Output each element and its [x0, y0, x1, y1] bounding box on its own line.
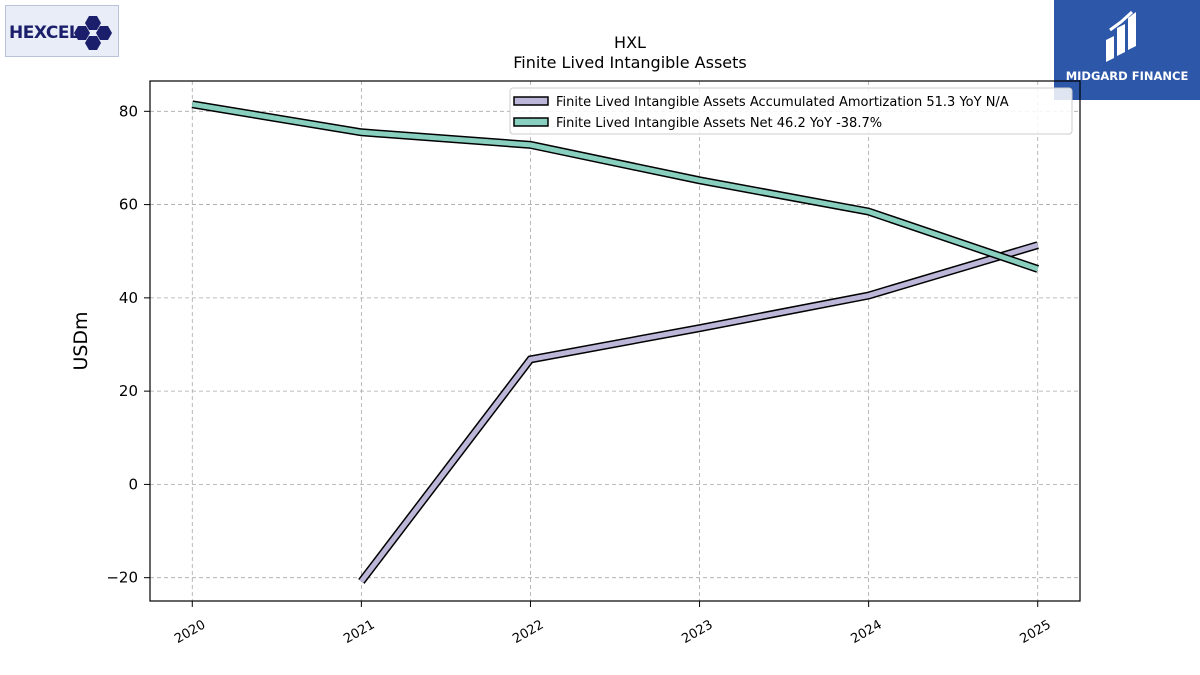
x-tick-label: 2024 — [848, 617, 884, 647]
x-axis-ticks: 2020 2021 2022 2023 2024 2025 — [172, 601, 1054, 647]
chart-subtitle: Finite Lived Intangible Assets — [513, 53, 746, 72]
legend: Finite Lived Intangible Assets Accumulat… — [509, 87, 1073, 135]
hexcel-hexagons-icon — [74, 16, 112, 50]
series-1-line — [359, 242, 1039, 583]
y-tick-label: 20 — [119, 382, 138, 400]
x-tick-label: 2022 — [510, 617, 546, 647]
y-axis-ticks: −20 0 20 40 60 80 — [106, 102, 150, 587]
y-tick-label: 40 — [119, 289, 138, 307]
y-axis-label: USDm — [70, 311, 92, 370]
y-tick-label: 80 — [119, 102, 138, 120]
midgard-finance-logo: MIDGARD FINANCE — [1054, 0, 1200, 100]
chart-title: HXL — [614, 33, 646, 52]
hexcel-logo-text: HEXCEL — [9, 23, 80, 43]
y-tick-label: −20 — [106, 569, 138, 587]
legend-box — [509, 87, 1073, 135]
midgard-m-icon — [1106, 10, 1136, 62]
x-tick-label: 2025 — [1018, 617, 1054, 647]
y-tick-label: 60 — [119, 196, 138, 214]
grid-lines — [150, 81, 1080, 601]
legend-label: Finite Lived Intangible Assets Accumulat… — [556, 95, 1009, 110]
x-tick-label: 2020 — [172, 617, 208, 647]
plot-area-frame — [149, 80, 1081, 602]
legend-swatch — [513, 96, 549, 106]
series-layer — [191, 100, 1040, 584]
hexcel-logo: HEXCEL — [5, 5, 119, 57]
legend-label: Finite Lived Intangible Assets Net 46.2 … — [556, 116, 882, 131]
legend-swatch — [513, 117, 549, 127]
y-tick-label: 0 — [128, 475, 138, 493]
series-2-line — [191, 101, 1039, 272]
x-tick-label: 2021 — [341, 617, 377, 647]
midgard-finance-logo-text: MIDGARD FINANCE — [1065, 69, 1189, 83]
x-tick-label: 2023 — [679, 617, 715, 647]
